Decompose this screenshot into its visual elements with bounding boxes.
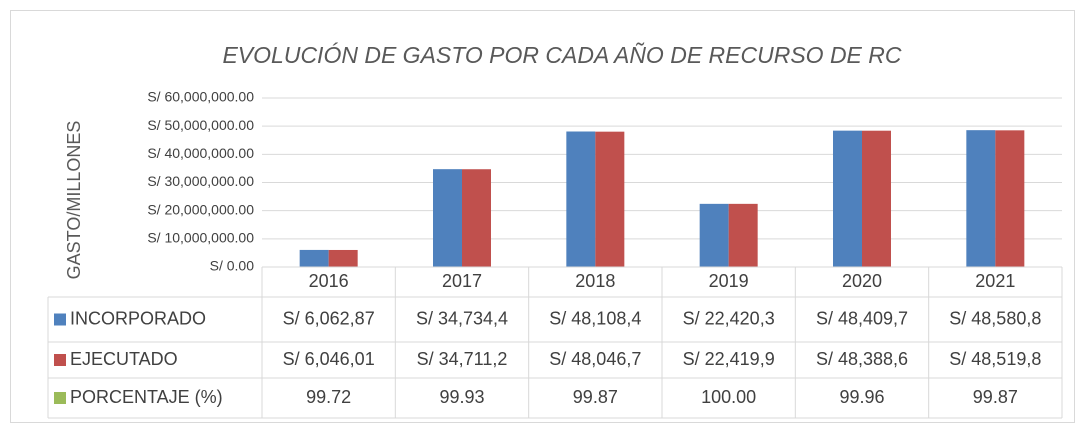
y-tick-label: S/ 20,000,000.00 <box>147 201 254 217</box>
table-value: S/ 34,734,4 <box>416 308 508 328</box>
table-value: 100.00 <box>701 387 756 407</box>
x-tick-label: 2018 <box>575 271 615 291</box>
x-tick-label: 2017 <box>442 271 482 291</box>
table-value: S/ 48,519,8 <box>949 349 1041 369</box>
chart-border <box>10 10 1075 423</box>
table-value: 99.96 <box>839 387 884 407</box>
bar <box>433 169 462 267</box>
table-value: S/ 48,046,7 <box>549 349 641 369</box>
table-value: S/ 48,388,6 <box>816 349 908 369</box>
legend-label: PORCENTAJE (%) <box>70 387 223 407</box>
table-value: 99.93 <box>439 387 484 407</box>
table-value: S/ 48,580,8 <box>949 308 1041 328</box>
y-tick-label: S/ 60,000,000.00 <box>147 89 254 105</box>
y-tick-label: S/ 50,000,000.00 <box>147 117 254 133</box>
table-value: 99.87 <box>973 387 1018 407</box>
legend-label: INCORPORADO <box>70 308 206 328</box>
legend-key <box>54 392 66 404</box>
bar <box>462 169 491 267</box>
table-value: S/ 48,409,7 <box>816 308 908 328</box>
y-axis-label: GASTO/MILLONES <box>64 121 84 280</box>
table-value: S/ 6,062,87 <box>283 308 375 328</box>
table-value: 99.72 <box>306 387 351 407</box>
y-tick-label: S/ 40,000,000.00 <box>147 145 254 161</box>
bar <box>566 131 596 267</box>
bar <box>995 130 1025 267</box>
y-tick-label: S/ 30,000,000.00 <box>147 173 254 189</box>
x-tick-label: 2020 <box>842 271 882 291</box>
legend-key <box>54 354 66 366</box>
bar <box>966 130 996 267</box>
y-tick-label: S/ 0.00 <box>210 258 255 274</box>
x-tick-label: 2019 <box>709 271 749 291</box>
x-tick-label: 2021 <box>975 271 1015 291</box>
legend-label: EJECUTADO <box>70 349 178 369</box>
bar <box>328 249 358 267</box>
legend-key <box>54 313 66 326</box>
table-value: S/ 6,046,01 <box>283 349 375 369</box>
table-value: S/ 22,420,3 <box>683 308 775 328</box>
bar <box>728 203 758 267</box>
x-tick-label: 2016 <box>309 271 349 291</box>
table-value: S/ 22,419,9 <box>683 349 775 369</box>
bar <box>595 131 625 267</box>
table-value: S/ 34,711,2 <box>417 349 508 369</box>
y-tick-label: S/ 10,000,000.00 <box>147 230 254 246</box>
bar <box>699 203 729 267</box>
bar <box>833 130 862 267</box>
chart-title: EVOLUCIÓN DE GASTO POR CADA AÑO DE RECUR… <box>222 42 901 68</box>
bar <box>862 130 891 267</box>
table-value: 99.87 <box>573 387 618 407</box>
table-value: S/ 48,108,4 <box>549 308 641 328</box>
bar <box>299 249 329 267</box>
